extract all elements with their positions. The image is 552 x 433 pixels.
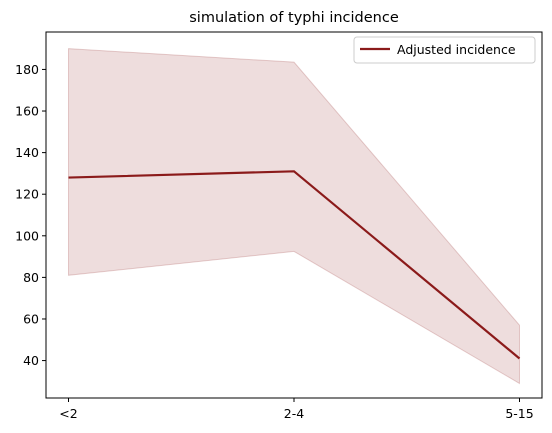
legend-label: Adjusted incidence xyxy=(397,42,516,57)
x-tick-label: <2 xyxy=(59,406,77,421)
confidence-band xyxy=(68,48,520,385)
series-line-layer xyxy=(68,170,521,360)
legend: Adjusted incidence xyxy=(353,36,536,64)
chart-title: simulation of typhi incidence xyxy=(189,10,399,26)
x-tick-label: 5-15 xyxy=(505,406,533,421)
legend-box xyxy=(353,36,536,64)
y-tick-label: 120 xyxy=(15,187,39,202)
y-tick-label: 60 xyxy=(23,311,39,326)
x-axis-ticks: <2 2-4 5-15 xyxy=(59,398,534,421)
y-tick-label: 180 xyxy=(15,62,39,77)
y-tick-label: 160 xyxy=(15,104,39,119)
y-tick-label: 40 xyxy=(23,353,39,368)
y-tick-label: 80 xyxy=(23,270,39,285)
y-axis-ticks: 40 60 80 100 120 140 160 180 xyxy=(15,62,46,368)
y-tick-label: 100 xyxy=(15,228,39,243)
x-tick-label: 2-4 xyxy=(284,406,304,421)
confidence-band-layer xyxy=(68,48,520,385)
y-tick-label: 140 xyxy=(15,145,39,160)
